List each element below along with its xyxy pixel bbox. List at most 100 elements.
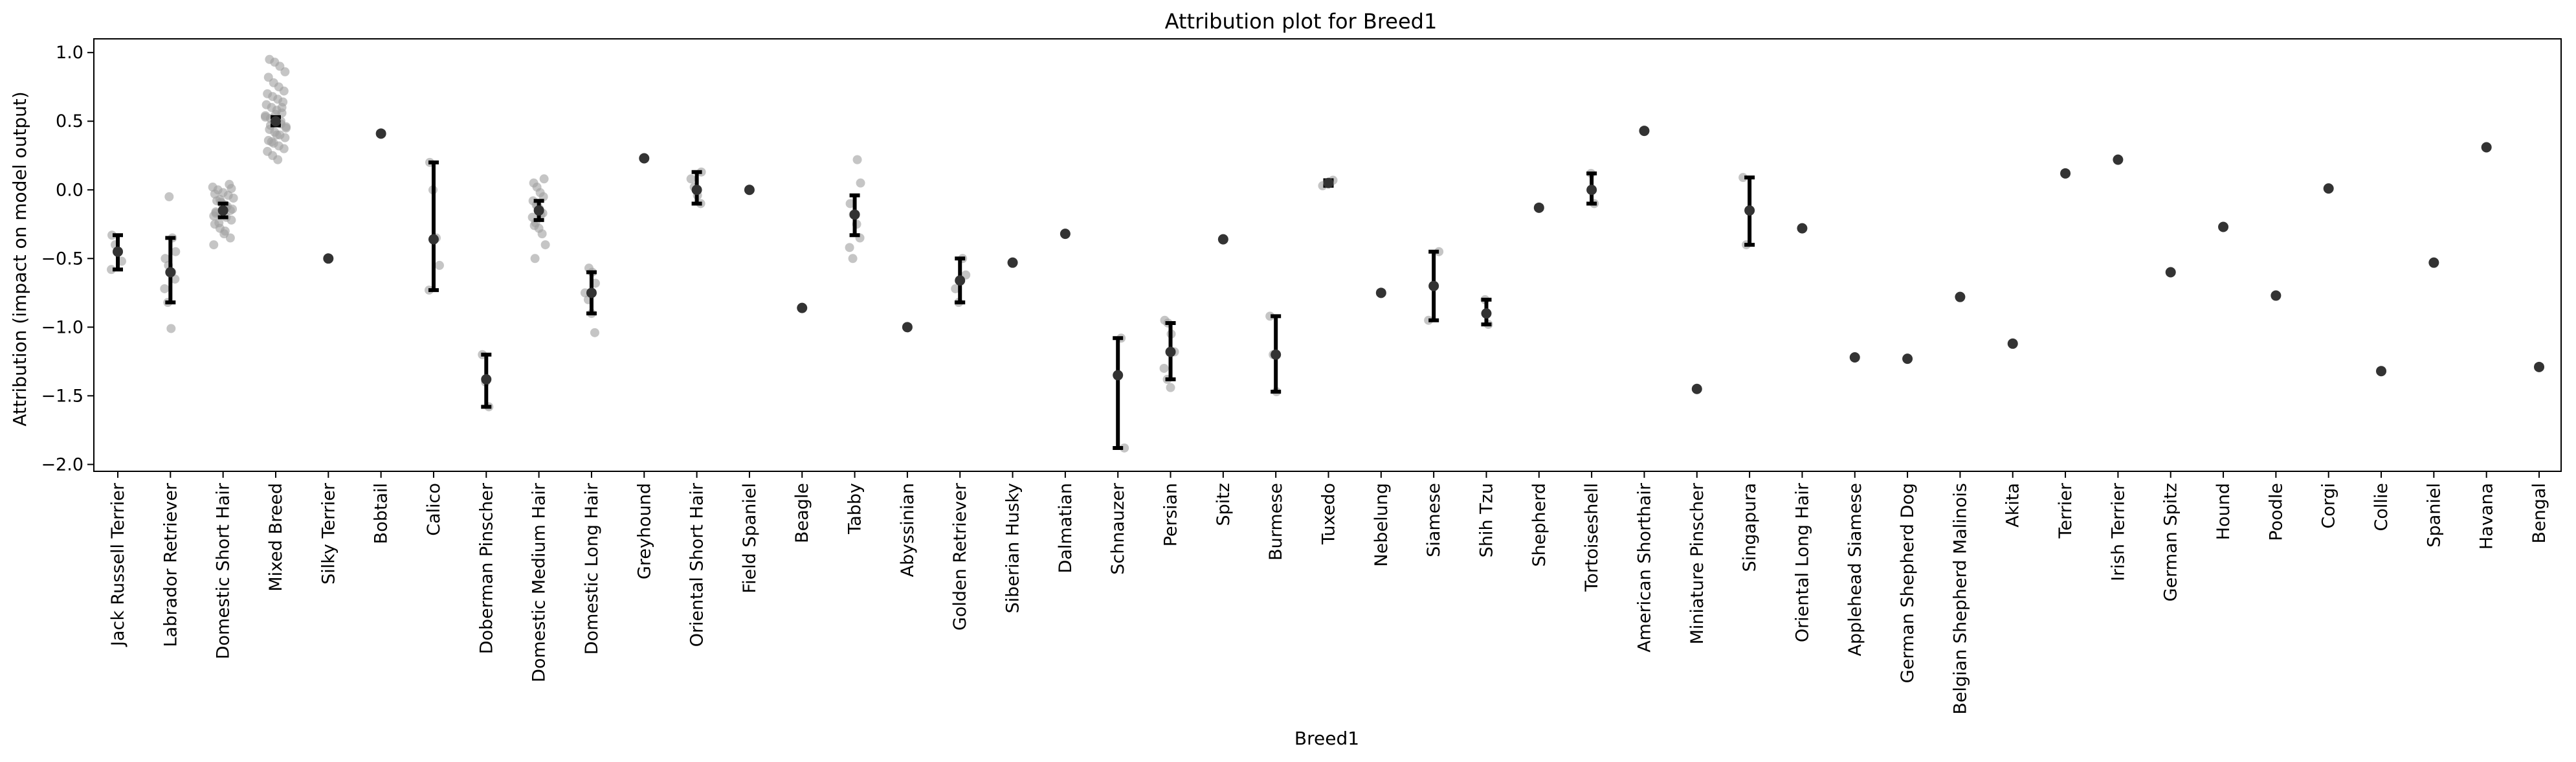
- x-tick-label: Doberman Pinscher: [476, 482, 496, 654]
- mean-point: [2113, 154, 2124, 165]
- data-point: [166, 324, 176, 333]
- mean-point: [323, 253, 334, 264]
- x-tick-label: Tortoiseshell: [1582, 483, 1602, 592]
- data-point: [951, 284, 960, 293]
- x-tick-label: Collie: [2371, 483, 2392, 532]
- mean-point: [744, 185, 755, 196]
- x-axis-label: Breed1: [1294, 728, 1359, 749]
- x-tick-label: German Shepherd Dog: [1898, 483, 1918, 683]
- series-group: [1691, 383, 1702, 394]
- series-group: [1060, 229, 1071, 240]
- mean-point: [2165, 267, 2176, 278]
- series-group: [902, 322, 913, 333]
- data-point: [267, 137, 276, 147]
- mean-point: [797, 302, 808, 313]
- data-point: [272, 130, 282, 140]
- data-point: [227, 184, 236, 194]
- data-point: [260, 112, 270, 122]
- series-group: [2534, 361, 2544, 372]
- series-group: [744, 185, 755, 196]
- x-tick-label: Applehead Siamese: [1845, 483, 1865, 656]
- x-tick-label: Irish Terrier: [2108, 482, 2128, 581]
- series-group: [2376, 366, 2387, 377]
- x-tick-label: Nebelung: [1371, 483, 1392, 566]
- series-group: [1586, 168, 1599, 208]
- x-tick-label: Domestic Long Hair: [582, 482, 602, 655]
- x-tick-label: Terrier: [2056, 482, 2076, 539]
- x-tick-label: Calico: [424, 483, 444, 536]
- series-group: [951, 254, 971, 308]
- mean-point: [1007, 257, 1018, 268]
- mean-point: [2060, 168, 2071, 179]
- mean-point: [270, 116, 281, 127]
- x-tick-label: Hound: [2214, 483, 2234, 540]
- mean-point: [2376, 366, 2387, 377]
- series-group: [527, 174, 550, 263]
- x-tick-label: Field Spaniel: [740, 483, 760, 593]
- mean-point: [1113, 370, 1124, 381]
- mean-point: [1902, 353, 1913, 364]
- series-group: [424, 157, 444, 295]
- mean-point: [1428, 280, 1439, 291]
- chart-title: Attribution plot for Breed1: [1165, 9, 1438, 34]
- data-point: [107, 265, 116, 275]
- series-group: [1480, 295, 1493, 330]
- mean-point: [1639, 126, 1650, 137]
- series-group: [260, 54, 291, 164]
- mean-point: [2218, 221, 2229, 232]
- x-tick-label: Siamese: [1424, 483, 1444, 557]
- x-tick-label: German Spitz: [2161, 483, 2181, 601]
- x-tick-label: Domestic Short Hair: [214, 482, 234, 659]
- x-tick-label: Shepherd: [1529, 483, 1549, 567]
- data-point: [590, 328, 599, 337]
- x-tick-label: American Shorthair: [1634, 482, 1654, 653]
- mean-point: [1955, 291, 1966, 302]
- x-tick-label: Burmese: [1266, 483, 1286, 561]
- data-point: [845, 243, 854, 252]
- data-point: [263, 89, 272, 98]
- x-tick-label: Havana: [2477, 483, 2497, 550]
- plot-area: [107, 54, 2544, 453]
- series-group: [1113, 333, 1129, 453]
- y-tick-label: −1.0: [41, 317, 83, 337]
- mean-point: [1060, 229, 1071, 240]
- series-group: [107, 230, 126, 275]
- data-point: [263, 73, 273, 82]
- data-point: [164, 192, 174, 201]
- series-group: [686, 167, 706, 208]
- mean-point: [2428, 257, 2439, 268]
- mean-point: [849, 209, 860, 220]
- series-group: [797, 302, 808, 313]
- series-group: [323, 253, 334, 264]
- x-tick-label: Persian: [1161, 483, 1181, 546]
- series-group: [375, 128, 386, 139]
- mean-point: [2481, 142, 2492, 153]
- series-group: [1375, 287, 1386, 298]
- mean-point: [1744, 205, 1755, 216]
- series-group: [845, 155, 865, 263]
- plot-frame: [93, 38, 2562, 472]
- x-tick-label: Schnauzer: [1108, 482, 1128, 575]
- x-tick-label: Domestic Medium Hair: [529, 482, 550, 682]
- mean-point: [586, 287, 597, 298]
- data-point: [845, 199, 855, 208]
- mean-point: [1849, 352, 1860, 363]
- data-point: [848, 254, 858, 263]
- series-group: [2323, 183, 2334, 194]
- data-point: [261, 100, 271, 109]
- mean-point: [481, 374, 492, 385]
- x-tick-label: Tabby: [845, 483, 865, 535]
- mean-point: [165, 267, 176, 278]
- data-point: [539, 174, 549, 184]
- x-tick-label: Jack Russell Terrier: [108, 482, 128, 647]
- mean-point: [2323, 183, 2334, 194]
- series-group: [639, 153, 650, 164]
- y-tick-label: −0.5: [41, 249, 83, 269]
- data-point: [265, 54, 274, 64]
- data-point: [529, 178, 539, 188]
- x-tick-label: Akita: [2003, 483, 2023, 528]
- mean-point: [1271, 349, 1282, 360]
- data-point: [209, 240, 219, 250]
- mean-point: [902, 322, 913, 333]
- x-tick-label: Labrador Retriever: [161, 482, 181, 647]
